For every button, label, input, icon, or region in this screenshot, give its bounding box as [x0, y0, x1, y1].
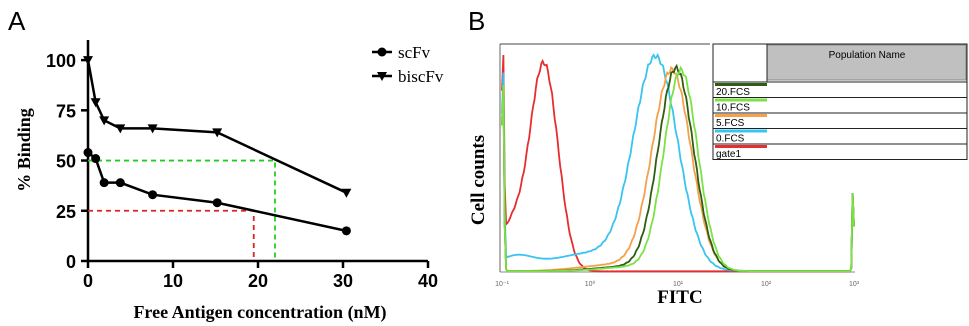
data-point	[83, 148, 93, 158]
x-tick-label: 10⁰	[585, 280, 596, 288]
data-point	[115, 124, 126, 134]
reference-line	[88, 209, 255, 261]
x-tick-label: 10²	[761, 281, 772, 288]
legend-entry-label: 0.FCS	[716, 134, 745, 145]
legend-label: scFv	[398, 43, 431, 62]
series-scFv	[83, 148, 351, 236]
panel-a-series	[83, 56, 352, 236]
y-tick-label: 100	[46, 51, 76, 71]
panel-b-label: B	[468, 6, 485, 36]
data-point	[341, 188, 352, 198]
data-point	[377, 72, 387, 81]
panel-a-reference-lines	[88, 159, 276, 261]
x-tick-label: 10¹	[673, 281, 684, 288]
legend-header-text: Population Name	[829, 50, 906, 61]
panel-a-x-axis-label: Free Antigen concentration (nM)	[133, 302, 386, 323]
panel-b-series	[501, 52, 855, 273]
series-biscFv	[83, 56, 352, 198]
x-tick-label: 10³	[849, 281, 860, 288]
panel-a-label: A	[8, 6, 26, 36]
panel-a: A 0 25 50 75 100 0 10 20 30 40 % Binding Free An…	[8, 6, 444, 323]
x-tick-label: 20	[248, 271, 268, 291]
legend-entry-label: 10.FCS	[716, 103, 750, 114]
y-tick-label: 25	[56, 202, 76, 222]
panel-b-x-ticks: 10⁻¹ 10⁰ 10¹ 10² 10³	[495, 280, 860, 288]
legend-entry-label: 5.FCS	[716, 118, 745, 129]
x-tick-label: 40	[418, 271, 438, 291]
x-tick-label: 10⁻¹	[495, 281, 509, 288]
y-tick-label: 0	[66, 252, 76, 272]
data-point	[83, 56, 93, 66]
data-point	[99, 116, 110, 126]
data-point	[147, 124, 158, 134]
data-point	[148, 190, 158, 200]
x-tick-label: 10	[163, 271, 183, 291]
panel-a-legend: scFv biscFv	[372, 43, 444, 86]
reference-line	[88, 159, 276, 261]
x-tick-label: 30	[333, 271, 353, 291]
series-line	[87, 151, 347, 233]
y-tick-label: 75	[56, 101, 76, 121]
legend-entry-label: 20.FCS	[716, 87, 750, 98]
data-point	[115, 178, 125, 188]
data-point	[341, 226, 351, 236]
x-tick-label: 0	[83, 271, 93, 291]
panel-a-y-ticks: 0 25 50 75 100	[46, 51, 88, 272]
panel-a-y-axis-label: % Binding	[14, 108, 34, 192]
panel-b: B 10⁻¹ 10⁰ 10¹ 10² 10³ Cell counts FITC Popu…	[468, 6, 968, 308]
panel-b-x-axis-label: FITC	[657, 287, 702, 308]
panel-b-legend-table: Population Name 20.FCS 10.FCS 5.FCS 0.FCS gat…	[712, 43, 968, 160]
legend-label: biscFv	[398, 67, 444, 86]
data-point	[90, 98, 101, 108]
y-tick-label: 50	[56, 152, 76, 172]
data-point	[91, 154, 101, 164]
data-point	[377, 47, 387, 57]
histogram-10.FCS	[501, 65, 855, 272]
data-point	[212, 128, 223, 138]
panel-a-x-ticks: 0 10 20 30 40	[83, 261, 438, 291]
legend-header-cell	[766, 44, 967, 81]
legend-entry-label: gate1	[716, 149, 741, 160]
data-point	[212, 198, 222, 208]
data-point	[99, 178, 109, 188]
series-line	[86, 59, 347, 194]
panel-b-y-axis-label: Cell counts	[468, 135, 489, 225]
